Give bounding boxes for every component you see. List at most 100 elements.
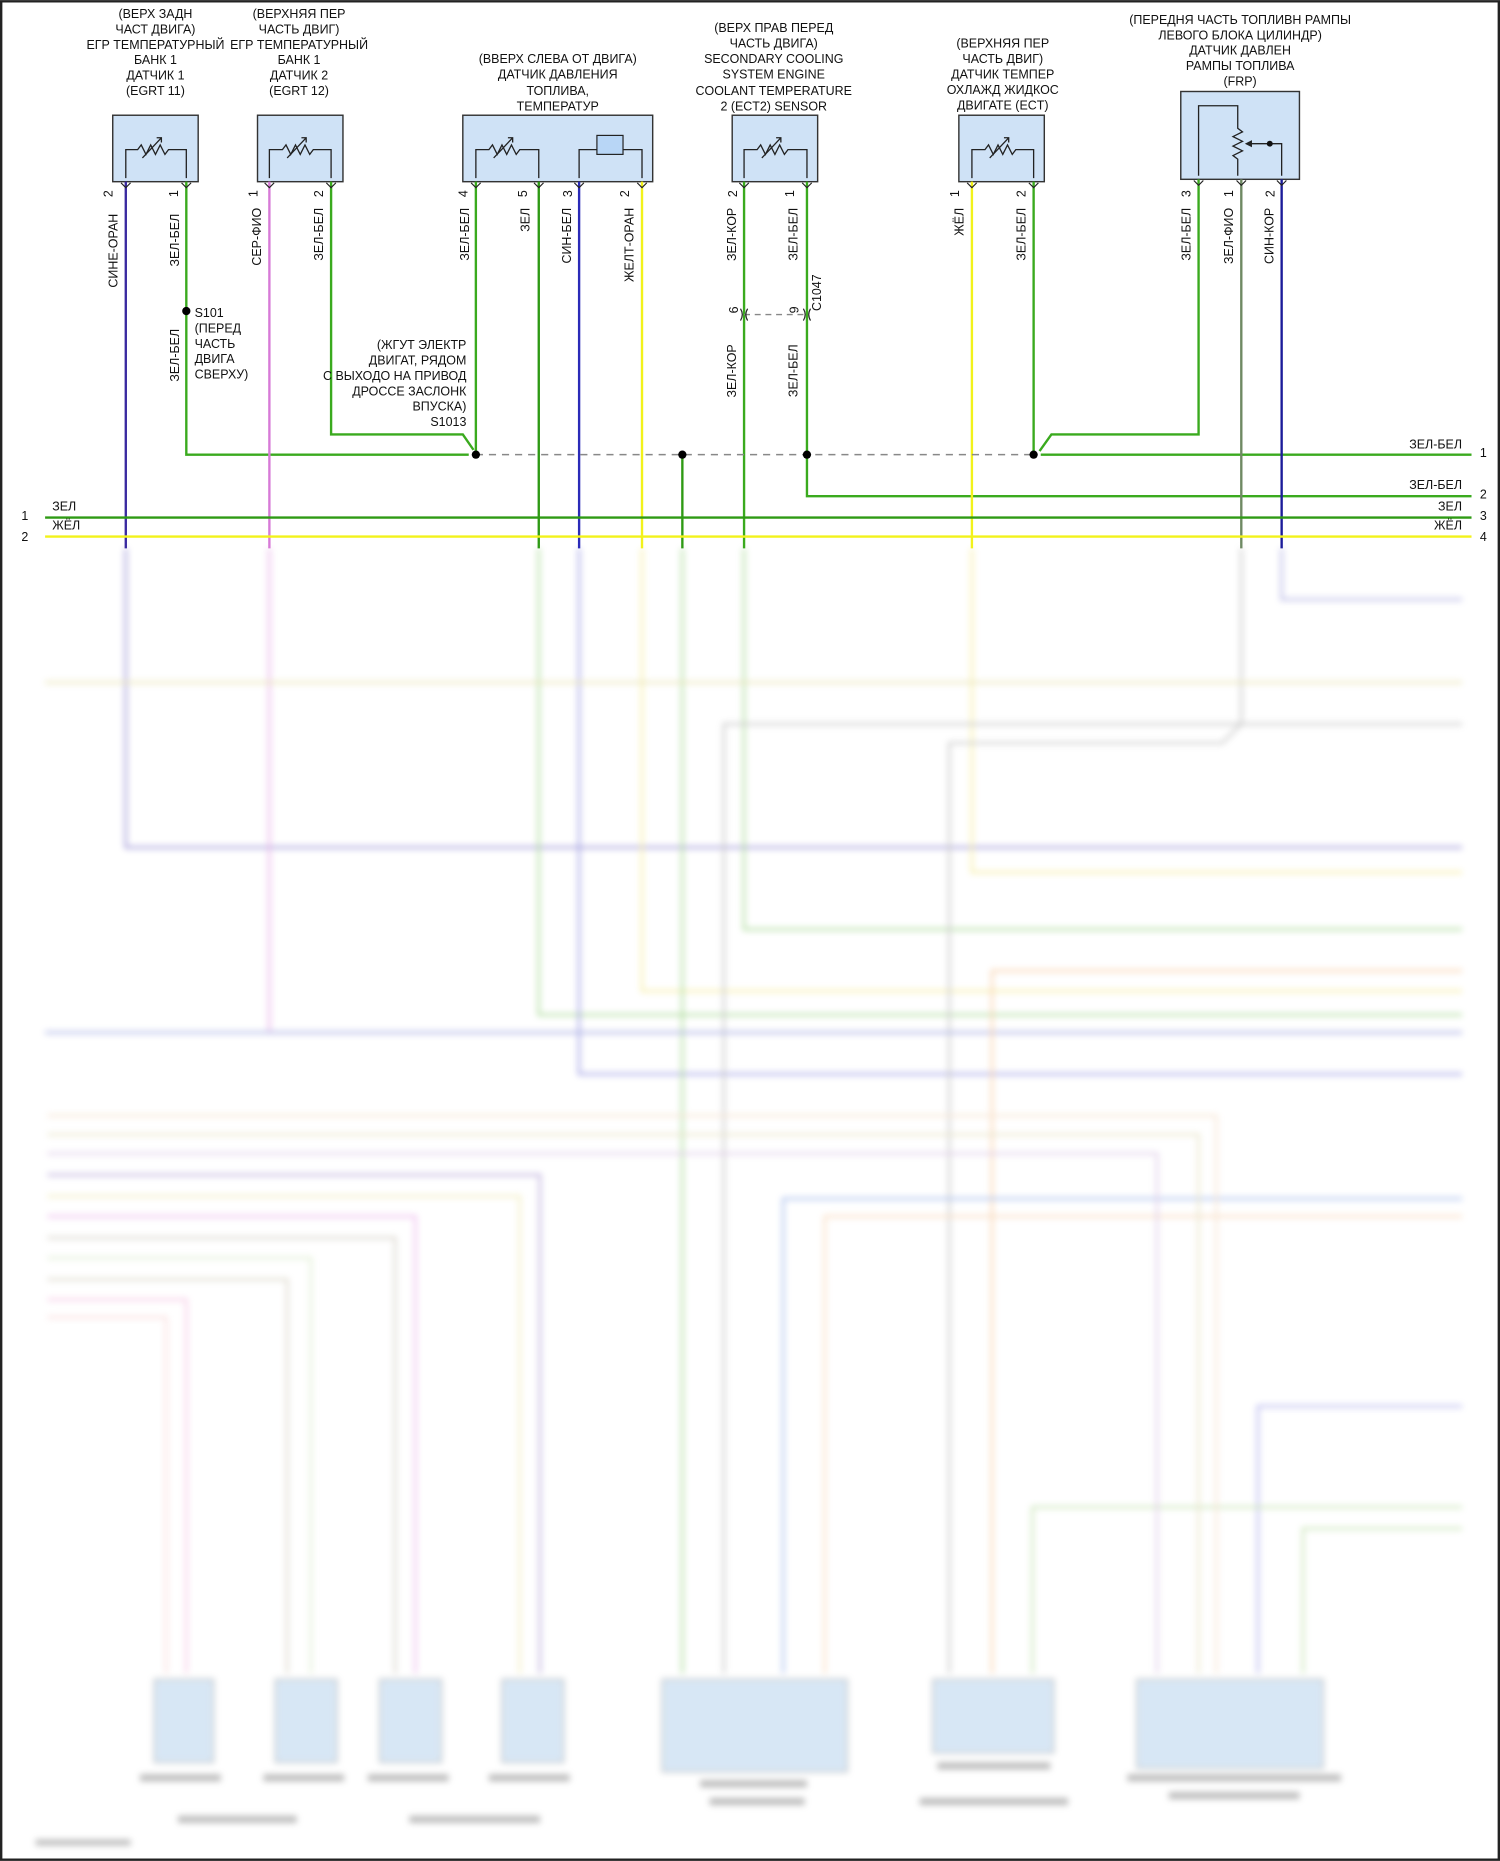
pin-number: 3	[1179, 190, 1193, 197]
caption-line: ДВИГАТЕ (ECT)	[957, 98, 1049, 112]
wire-label: ЗЕЛ-БЕЛ	[786, 344, 800, 397]
wire-zel-bel-egrt12	[329, 181, 475, 451]
bus-number: 1	[21, 509, 28, 523]
splice-label-line: ДВИГАТ, РЯДОМ	[369, 353, 467, 367]
caption-line: SECONDARY COOLING	[704, 52, 843, 66]
caption-line: (ВВЕРХ СЛЕВА ОТ ДВИГА)	[479, 52, 637, 66]
caption-line: ТЕМПЕРАТУР	[517, 99, 599, 113]
wire-labels: СИНЕ-ОРАН ЗЕЛ-БЕЛ СЕР-ФИО ЗЕЛ-БЕЛ ЗЕЛ-БЕ…	[106, 207, 1276, 397]
wire-label: ЗЕЛ-ФИО	[1222, 207, 1236, 264]
caption-line: (EGRT 11)	[126, 84, 185, 98]
component-ect-sensor: (ВЕРХНЯЯ ПЕР ЧАСТЬ ДВИГ) ДАТЧИК ТЕМПЕР О…	[947, 37, 1059, 183]
thermistor-icon	[125, 143, 187, 179]
caption-line: (ПЕРЕДНЯ ЧАСТЬ ТОПЛИВН РАМПЫ	[1129, 13, 1351, 27]
blurred-lower-section	[35, 548, 1463, 1846]
caption-line: ЕГР ТЕМПЕРАТУРНЫЙ	[86, 37, 224, 52]
wire-label: ЗЕЛ-БЕЛ	[458, 208, 472, 261]
pin-number: 1	[167, 190, 181, 197]
wire-label: СИН-КОР	[1262, 208, 1276, 264]
pin-number: 1	[247, 190, 261, 197]
pin-number: 4	[457, 190, 471, 197]
splice-dots	[182, 306, 1038, 459]
sensor-box	[462, 114, 654, 183]
wire-label: ЗЕЛ-КОР	[725, 344, 739, 397]
output-number: 1	[1480, 446, 1487, 460]
bus-wire-label: ЖЁЛ	[52, 518, 80, 532]
splice-dot	[678, 450, 687, 459]
output-number: 4	[1480, 530, 1487, 544]
connector-name: C1047	[810, 274, 824, 311]
output-wire-label: ЗЕЛ-БЕЛ	[1409, 478, 1462, 492]
wire-label: ЗЕЛ-БЕЛ	[786, 208, 800, 261]
caption-line: 2 (ECT2) SENSOR	[720, 99, 827, 113]
thermistor-icon	[743, 143, 808, 179]
caption-line: ДАТЧИК ДАВЛЕН	[1189, 44, 1291, 58]
splice-s1013	[471, 450, 481, 459]
caption-line: ЧАСТЬ ДВИГ)	[259, 22, 340, 36]
caption-line: (FRP)	[1224, 75, 1257, 89]
thermistor-icon	[268, 143, 332, 179]
splice-label-line: ВПУСКА)	[413, 400, 467, 414]
right-output-labels: ЗЕЛ-БЕЛ 1 ЗЕЛ-БЕЛ 2 ЗЕЛ 3 ЖЁЛ 4	[1409, 438, 1487, 545]
pin-number: 2	[1014, 190, 1028, 197]
output-number: 2	[1480, 488, 1487, 502]
splice-label-line: (ПЕРЕД	[195, 321, 242, 335]
pin-number: 1	[948, 190, 962, 197]
caption-line: ЛЕВОГО БЛОКА ЦИЛИНДР)	[1158, 28, 1321, 42]
splice-label-line: S101	[195, 306, 224, 320]
wire-label: ЗЕЛ	[518, 208, 532, 232]
wire-label: ЗЕЛ-БЕЛ	[168, 329, 182, 382]
connector-pin-number: 6	[727, 306, 741, 313]
pin-number: 3	[561, 190, 575, 197]
splice-label-line: ДВИГА	[195, 352, 236, 366]
caption-line: ЕГР ТЕМПЕРАТУРНЫЙ	[230, 37, 368, 52]
thermistor-icon	[475, 143, 540, 179]
output-number: 3	[1480, 509, 1487, 523]
wire-label: ЗЕЛ-БЕЛ	[312, 208, 326, 261]
caption-line: (ВЕРХНЯЯ ПЕР	[253, 7, 346, 21]
wire-label: ЗЕЛ-БЕЛ	[168, 214, 182, 267]
output-wire-label: ЗЕЛ-БЕЛ	[1409, 438, 1462, 452]
pin-number: 1	[783, 190, 797, 197]
pressure-element-icon	[596, 134, 624, 155]
component-fuel-pressure-temp-sensor: (ВВЕРХ СЛЕВА ОТ ДВИГА) ДАТЧИК ДАВЛЕНИЯ Т…	[462, 52, 654, 183]
wire-label: СИНЕ-ОРАН	[106, 214, 120, 288]
splice-dot	[802, 450, 812, 459]
caption-line: ДАТЧИК 1	[126, 69, 184, 83]
splice-s101	[182, 306, 191, 316]
caption-line: ДАТЧИК ДАВЛЕНИЯ	[498, 67, 618, 81]
sensor-box	[731, 114, 819, 183]
wire-zel-bel-ect2	[805, 181, 1472, 498]
wires	[45, 179, 1472, 549]
sensor-box	[958, 114, 1046, 183]
wire-label: ЗЕЛ-КОР	[725, 208, 739, 261]
component-ect2-sensor: (ВЕРХ ПРАВ ПЕРЕД ЧАСТЬ ДВИГА) SECONDARY …	[696, 21, 852, 183]
splice-label-line: СВЕРХУ)	[195, 368, 249, 382]
output-wire-label: ЖЁЛ	[1434, 518, 1462, 532]
pin-number: 2	[726, 190, 740, 197]
thermistor-icon	[971, 143, 1035, 179]
wire-label: СИН-БЕЛ	[560, 208, 574, 264]
potentiometer-icon	[1197, 105, 1244, 176]
caption-line: COOLANT TEMPERATURE	[696, 84, 852, 98]
connector-c1047-icon	[739, 308, 812, 321]
splice-label-line: (ЖГУТ ЭЛЕКТР	[377, 338, 467, 352]
component-egrt11: (ВЕРХ ЗАДН ЧАСТ ДВИГА) ЕГР ТЕМПЕРАТУРНЫЙ…	[86, 7, 224, 183]
wire-zel-bel-frp	[1038, 179, 1200, 452]
caption-line: ДАТЧИК ТЕМПЕР	[951, 67, 1054, 81]
caption-line: ДАТЧИК 2	[270, 69, 328, 83]
sensor-box	[256, 114, 344, 183]
splice-dot	[1029, 450, 1038, 459]
caption-line: ЧАСТЬ ДВИГ)	[962, 52, 1043, 66]
wire-label: ЗЕЛ-БЕЛ	[1179, 208, 1193, 261]
caption-line: SYSTEM ENGINE	[723, 67, 825, 81]
sensor-box	[112, 114, 199, 183]
pin-number: 2	[618, 190, 632, 197]
caption-line: (ВЕРХ ПРАВ ПЕРЕД	[714, 21, 834, 35]
pin-number: 2	[312, 190, 326, 197]
wire-label: ЖЁЛ	[953, 208, 967, 236]
caption-line: ОХЛАЖД ЖИДКОС	[947, 83, 1059, 97]
wire-label: ЖЕЛТ-ОРАН	[623, 208, 637, 282]
splice-label-line: S1013	[430, 415, 466, 429]
